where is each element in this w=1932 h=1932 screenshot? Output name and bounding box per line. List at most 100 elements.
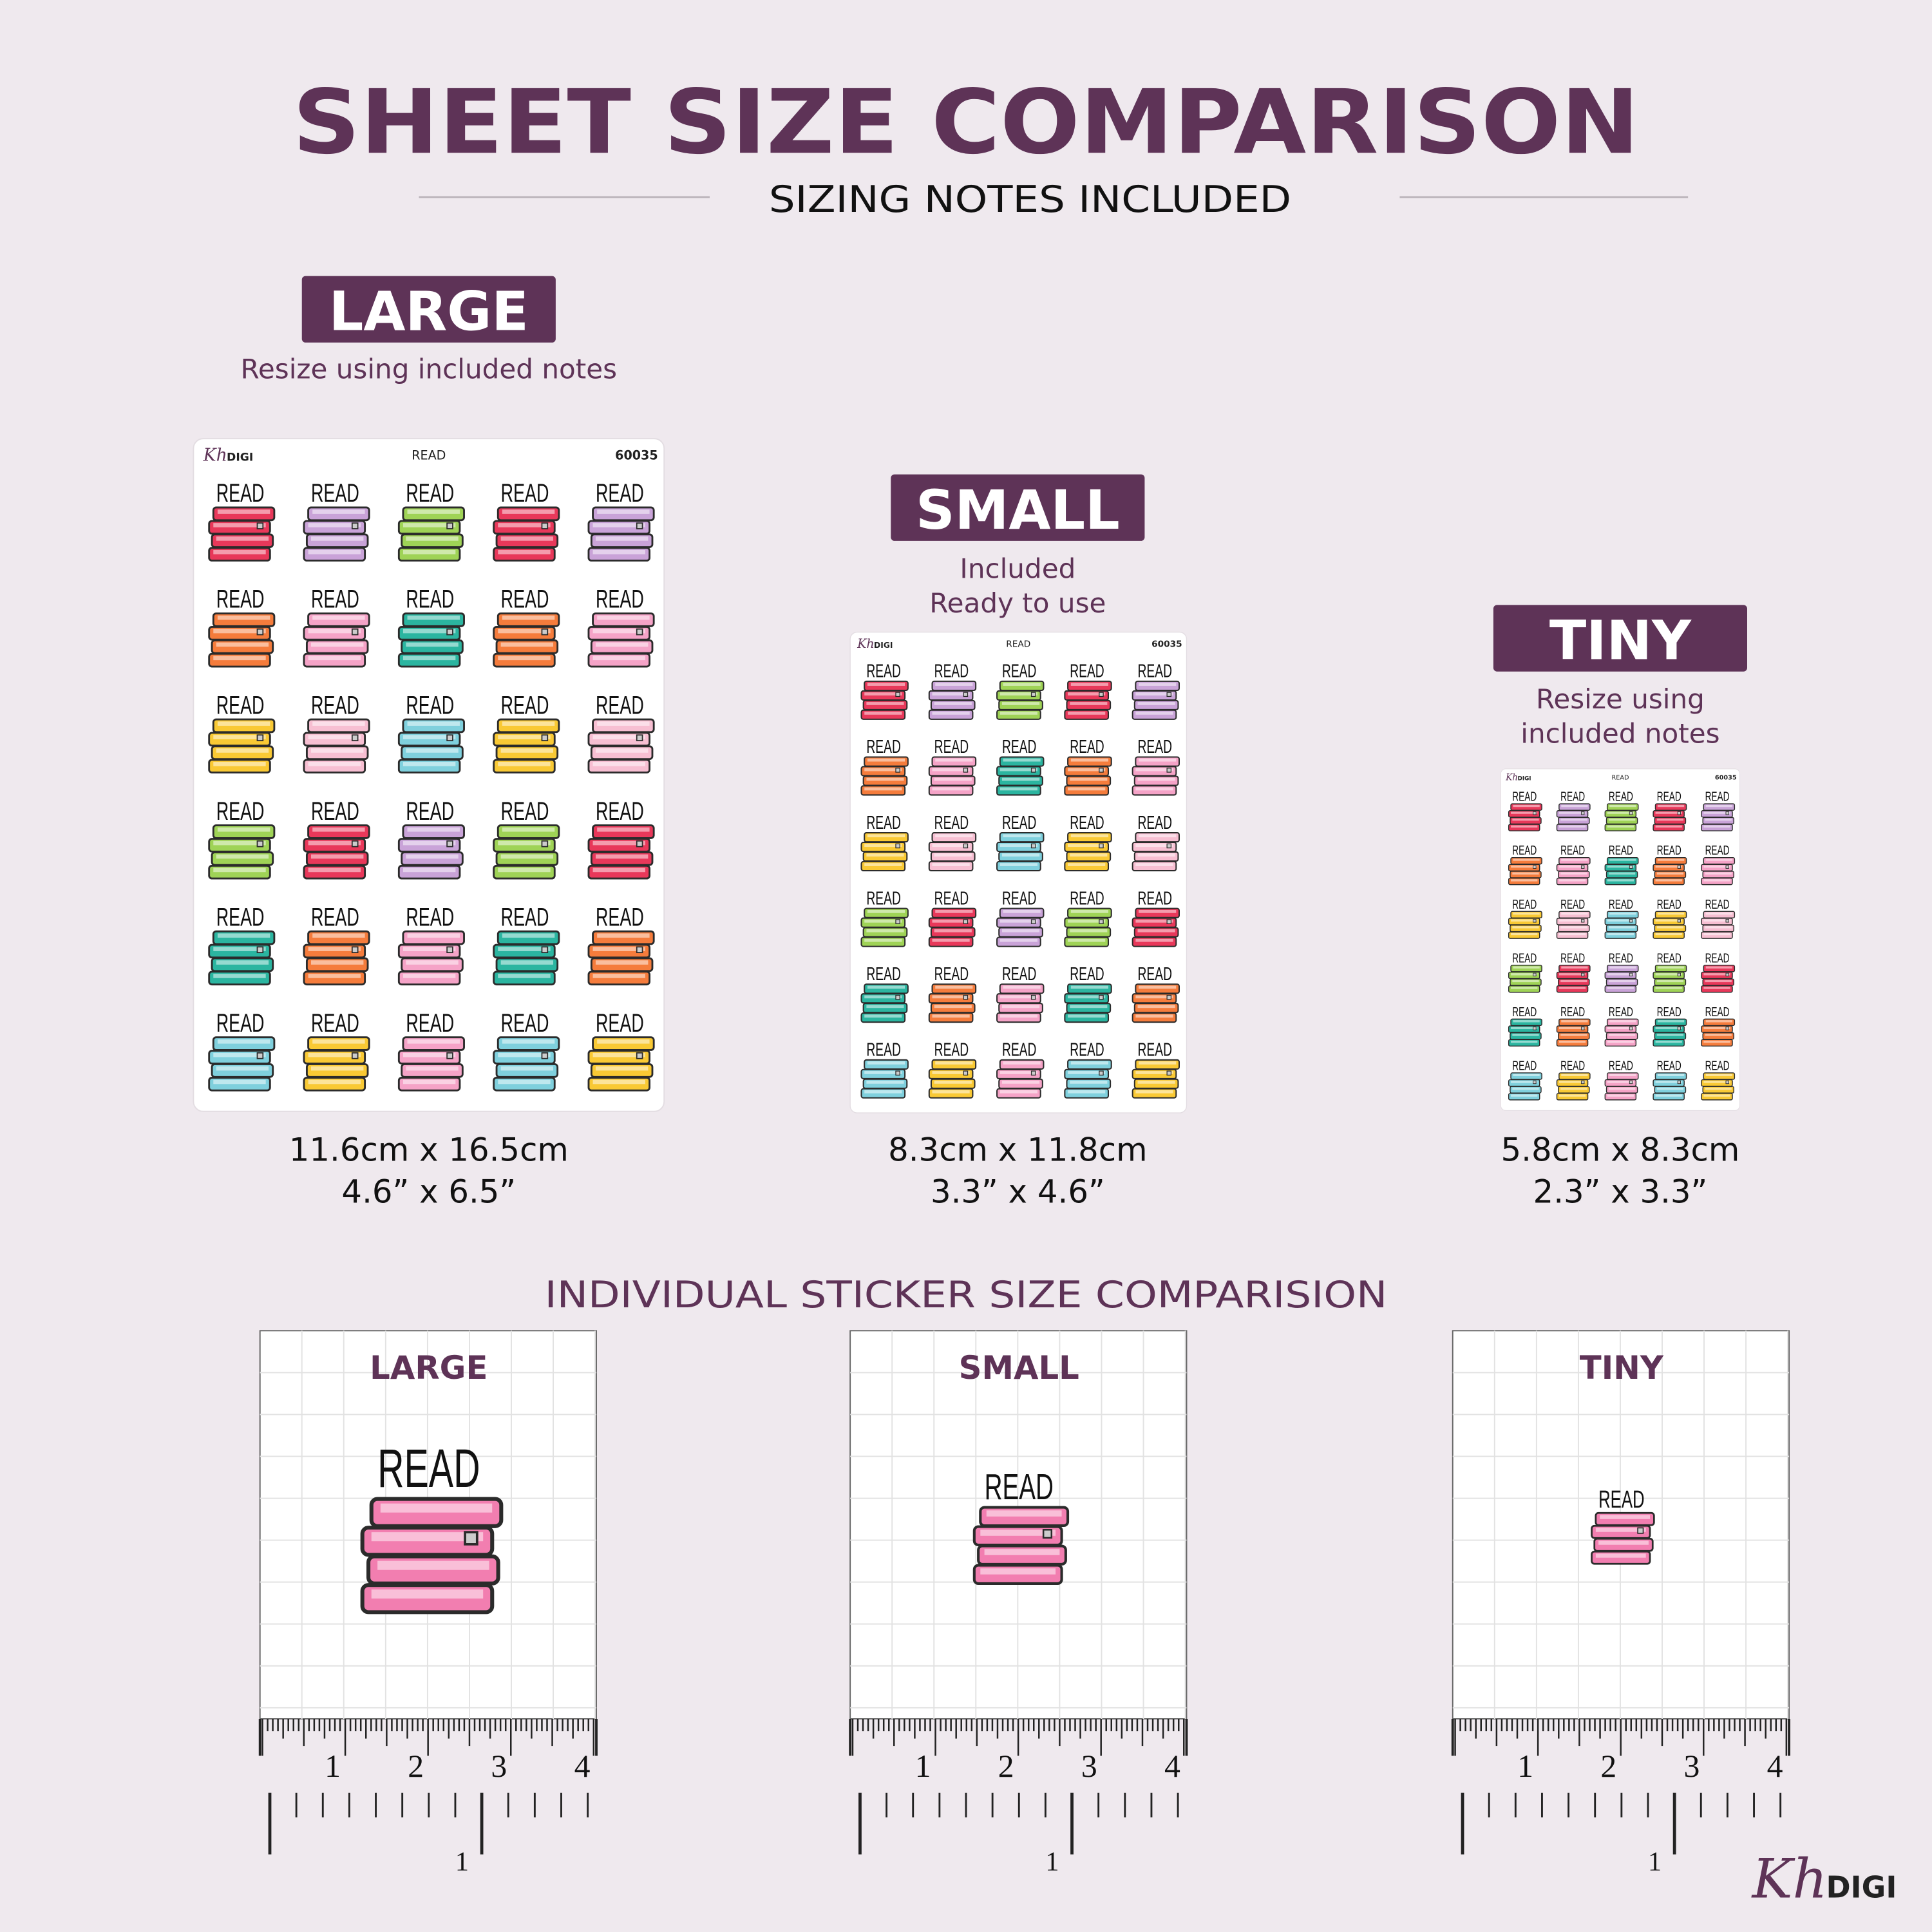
book: [1654, 1032, 1687, 1040]
book-label: [1725, 972, 1729, 977]
book: [497, 930, 560, 945]
book: [860, 1012, 906, 1023]
book-pages: [1512, 819, 1539, 821]
sticker: READ: [1701, 1005, 1736, 1047]
book-pages: [592, 974, 645, 978]
book-label: [351, 1052, 359, 1059]
book-pages: [1561, 966, 1588, 969]
size-badge: [1493, 605, 1748, 672]
sticker: READ: [1556, 1059, 1591, 1101]
book: [862, 927, 908, 938]
book-pages: [1135, 1071, 1173, 1074]
sticker: READ: [1701, 898, 1736, 939]
sticker: READ: [1508, 1059, 1542, 1101]
book: [1064, 709, 1110, 720]
sticker: READ: [928, 1039, 977, 1099]
book-pages: [1135, 692, 1173, 696]
book: [369, 1497, 504, 1528]
sticker-text: READ: [1609, 898, 1633, 912]
book-pages: [500, 854, 554, 859]
sticker-text: READ: [1609, 790, 1633, 804]
book-pages: [595, 642, 649, 647]
book-pages: [1609, 804, 1636, 808]
sticker: READ: [1653, 790, 1687, 831]
book: [1558, 1032, 1590, 1040]
book-pages: [402, 656, 456, 661]
book-pages: [1137, 929, 1175, 933]
book: [864, 756, 909, 767]
book-pages: [1511, 865, 1538, 868]
sheet-name: READ: [1006, 639, 1030, 650]
book-pages: [407, 509, 460, 514]
sticker: READ: [1132, 963, 1180, 1023]
book-label: [1677, 972, 1681, 977]
sticker: READ: [360, 1438, 504, 1615]
book-pages: [1139, 1061, 1177, 1065]
book-pages: [1135, 787, 1173, 791]
book: [360, 1583, 495, 1615]
book-pages: [999, 712, 1037, 715]
book: [1067, 1059, 1112, 1070]
book: [1654, 965, 1687, 972]
sticker-text: READ: [311, 691, 359, 719]
book-pages: [999, 1090, 1037, 1094]
sticker-text: READ: [1002, 1039, 1036, 1060]
book-pages: [1655, 919, 1682, 922]
book: [1703, 911, 1736, 919]
book-label: [636, 1052, 643, 1059]
book-pages: [1705, 980, 1732, 983]
size-badge-label: TINY: [1549, 609, 1692, 672]
book-pages: [1703, 987, 1730, 989]
book: [999, 756, 1045, 767]
book-pages: [1068, 1014, 1106, 1018]
book-label: [895, 919, 900, 924]
sticker-text: READ: [1560, 844, 1585, 858]
book-pages: [592, 549, 645, 554]
book-pages: [864, 1071, 902, 1074]
book-pages: [402, 549, 456, 554]
book-pages: [1513, 858, 1540, 861]
book-label: [541, 1052, 549, 1059]
book-label: [256, 946, 264, 954]
book-pages: [502, 1039, 555, 1044]
book-pages: [406, 1066, 459, 1071]
book-pages: [1703, 865, 1730, 868]
book: [1067, 756, 1112, 767]
book-pages: [935, 985, 973, 989]
book-pages: [1608, 1087, 1636, 1090]
book-pages: [1068, 844, 1106, 848]
book: [1604, 1093, 1637, 1101]
book: [1510, 803, 1542, 811]
sticker-text: READ: [985, 1467, 1054, 1508]
book-pages: [999, 995, 1037, 999]
book-pages: [934, 702, 972, 705]
book-pages: [864, 1090, 902, 1094]
book-label: [1030, 1070, 1036, 1076]
sticker-text: READ: [934, 1039, 969, 1060]
ruler-label: 4: [1164, 1748, 1180, 1784]
book-pages: [407, 933, 460, 938]
book-pages: [1560, 926, 1587, 929]
book-pages: [1607, 973, 1634, 976]
sticker-text: READ: [1657, 844, 1681, 858]
book-pages: [402, 840, 456, 846]
sticker: READ: [493, 797, 560, 880]
book-pages: [308, 867, 361, 873]
book-pages: [1070, 1005, 1108, 1009]
book-pages: [1068, 692, 1106, 696]
book-pages: [308, 523, 361, 527]
book-pages: [1511, 879, 1538, 882]
sticker-text: READ: [596, 479, 644, 507]
sticker-text: READ: [1002, 887, 1036, 908]
book-pages: [932, 692, 970, 696]
book-pages: [500, 1066, 554, 1071]
book: [402, 930, 465, 945]
book: [928, 709, 974, 720]
book: [402, 506, 465, 522]
book-pages: [371, 1589, 484, 1599]
book: [1510, 1018, 1542, 1027]
sticker: READ: [1064, 736, 1112, 796]
sticker-text: READ: [1002, 812, 1036, 833]
book-label: [1166, 919, 1172, 924]
sticker: READ: [208, 797, 276, 880]
